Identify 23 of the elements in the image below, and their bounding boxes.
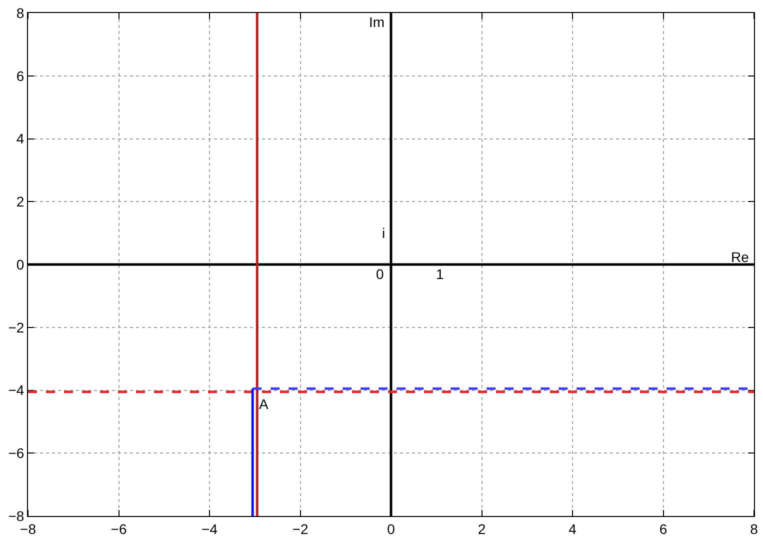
y-tick-label: 2: [16, 194, 24, 210]
y-tick-label: 6: [16, 68, 24, 84]
x-tick-label: 0: [387, 520, 396, 537]
y-tick-label: 4: [16, 130, 24, 147]
annotation: Im: [369, 14, 385, 30]
x-tick-label: −2: [292, 520, 308, 537]
x-tick-label: 2: [478, 520, 486, 537]
annotation: 0: [376, 266, 384, 282]
x-tick-label: −6: [110, 520, 127, 537]
y-tick-label: 0: [16, 256, 24, 272]
annotation: i: [382, 225, 386, 241]
y-tick-label: −2: [8, 319, 24, 336]
y-tick-label: −4: [8, 382, 24, 398]
x-tick-label: −4: [202, 520, 218, 537]
y-tick-label: −8: [8, 508, 24, 524]
x-tick-label: 8: [750, 520, 758, 537]
annotation: A: [259, 396, 269, 412]
y-tick-label: 8: [16, 4, 24, 21]
x-tick-label: 4: [568, 520, 577, 537]
x-tick-label: 6: [659, 520, 668, 537]
annotation: Re: [731, 249, 750, 265]
annotation: 1: [436, 266, 444, 282]
y-tick-label: −6: [8, 445, 24, 462]
